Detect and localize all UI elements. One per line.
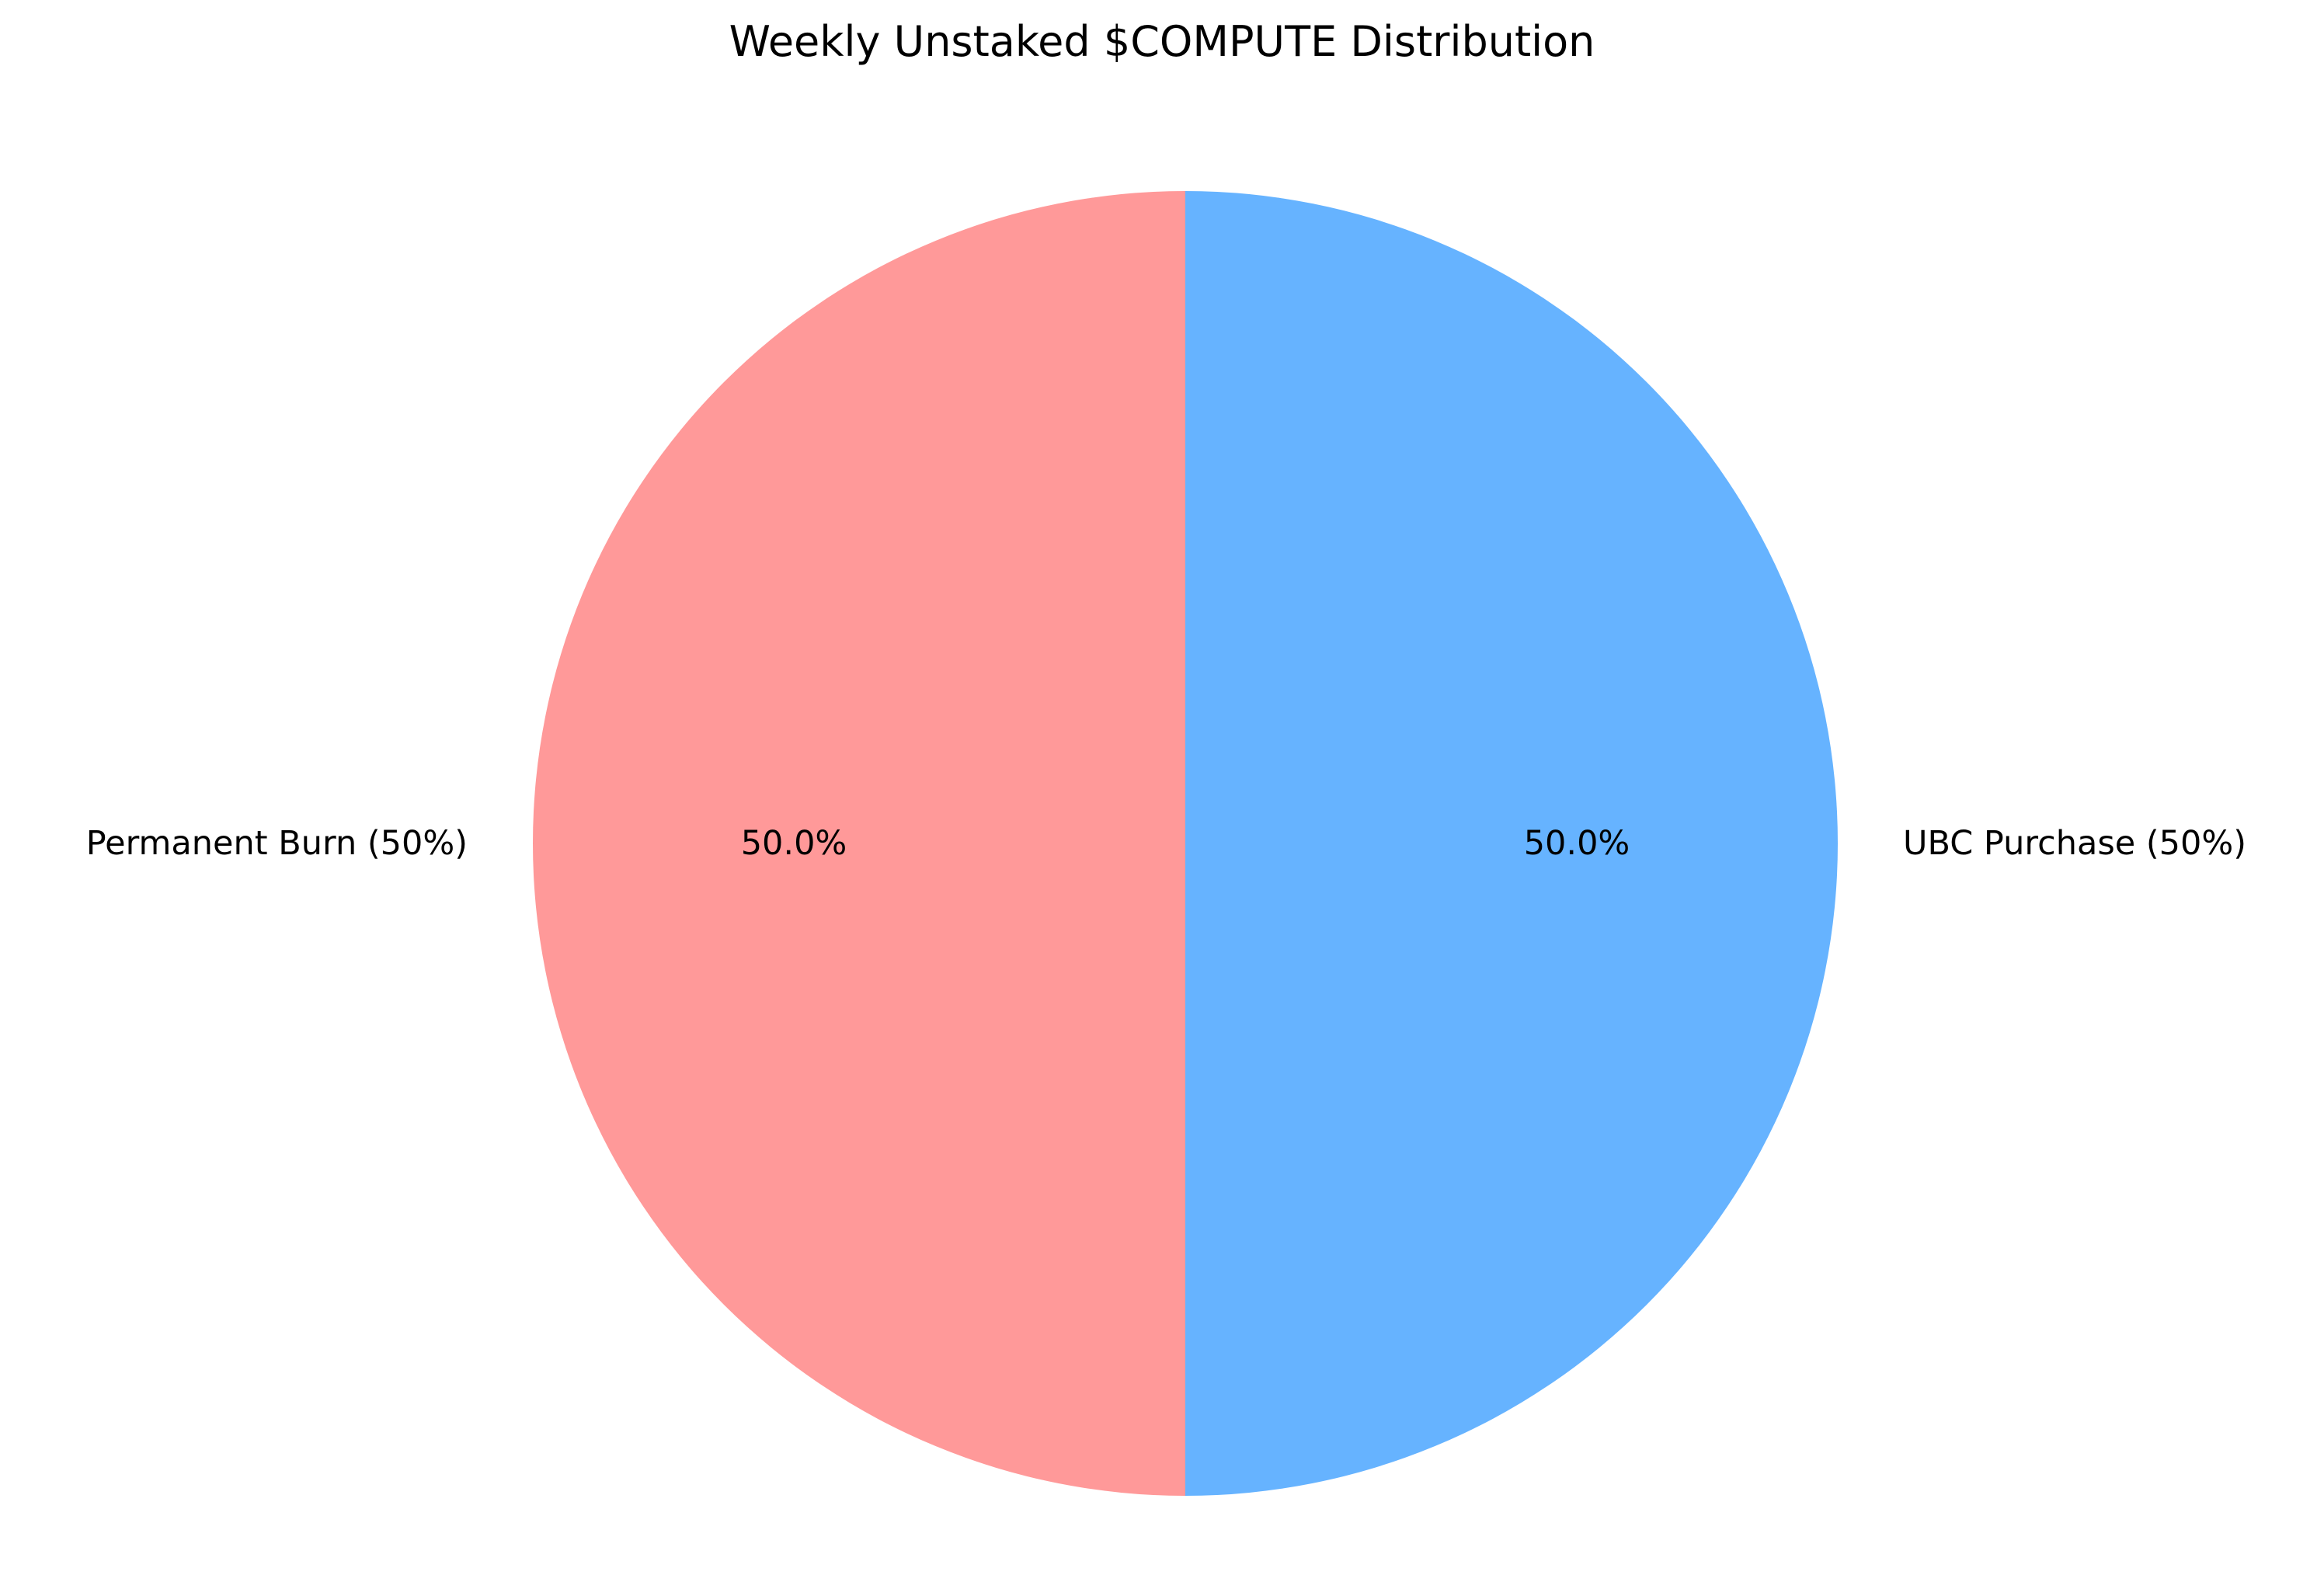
pie-labels: UBC Purchase (50%) 50.0% Permanent Burn (5… xyxy=(86,824,2246,863)
slice-label-ubc-purchase-50: UBC Purchase (50%) xyxy=(1903,824,2246,863)
slice-percent-label: 50.0% xyxy=(1524,824,1630,863)
pie-slice-permanent-burn-50 xyxy=(533,191,1185,1496)
slice-label-permanent-burn-50: Permanent Burn (50%) xyxy=(86,824,468,863)
slice-percent-label: 50.0% xyxy=(741,824,847,863)
pie-slices xyxy=(533,191,1838,1496)
chart-title: Weekly Unstaked $COMPUTE Distribution xyxy=(729,17,1595,66)
pie-slice-ubc-purchase-50 xyxy=(1185,191,1838,1496)
